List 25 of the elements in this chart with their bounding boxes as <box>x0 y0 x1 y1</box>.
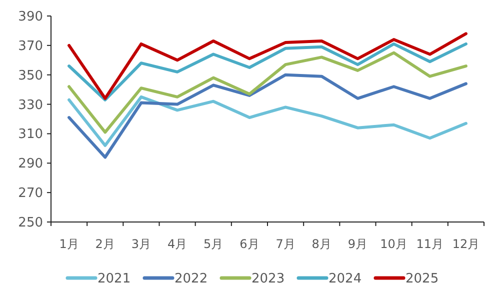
x-tick-label: 9月 <box>348 237 368 251</box>
legend-label: 2023 <box>252 272 285 286</box>
y-tick-label: 390 <box>18 10 43 24</box>
legend-label: 2024 <box>328 272 362 286</box>
x-tick-label: 3月 <box>131 237 152 251</box>
y-tick-label: 270 <box>18 186 43 202</box>
x-tick-label: 7月 <box>276 237 296 251</box>
x-tick-label: 12月 <box>452 237 480 251</box>
x-tick-label: 4月 <box>167 237 188 251</box>
x-tick-label: 11月 <box>416 237 444 251</box>
x-tick-label: 10月 <box>380 237 408 251</box>
y-tick-label: 250 <box>18 216 43 230</box>
legend-label: 2025 <box>406 272 439 286</box>
y-tick-label: 350 <box>18 68 43 84</box>
legend-label: 2021 <box>98 272 131 286</box>
legend-label: 2022 <box>174 272 208 286</box>
y-tick-label: 330 <box>18 98 43 113</box>
x-tick-label: 5月 <box>204 237 224 251</box>
x-tick-label: 1月 <box>59 237 79 251</box>
x-tick-label: 2月 <box>95 237 115 251</box>
x-tick-label: 6月 <box>240 237 260 251</box>
y-tick-label: 310 <box>18 127 43 142</box>
x-tick-label: 8月 <box>312 237 332 251</box>
y-tick-label: 370 <box>18 38 43 54</box>
y-tick-label: 290 <box>18 156 43 172</box>
